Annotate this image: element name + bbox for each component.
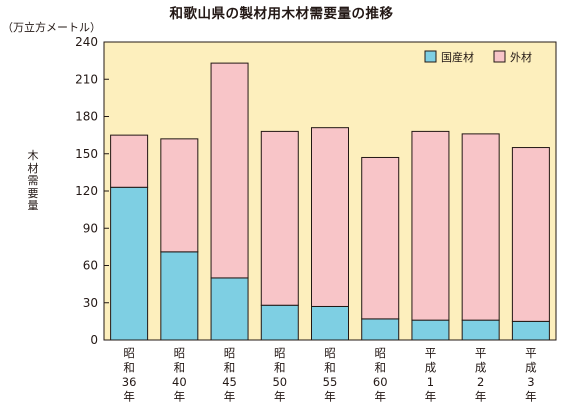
x-tick-label: 年 (324, 390, 336, 404)
legend-label: 国産材 (441, 50, 474, 64)
y-tick-label: 150 (75, 147, 98, 161)
y-axis-label: 木材需要量 (27, 149, 39, 212)
x-tick-label: 昭 (123, 346, 135, 360)
y-tick-label: 180 (75, 110, 98, 124)
x-tick-label: 年 (525, 390, 537, 404)
bar-imported (461, 133, 500, 321)
x-tick-label: 36 (122, 375, 137, 389)
bar-imported (160, 138, 199, 253)
bar-imported (411, 130, 450, 321)
x-tick-label: 40 (172, 375, 187, 389)
x-tick-label: 50 (272, 375, 287, 389)
x-tick-label: 昭 (174, 346, 186, 360)
y-tick-label: 240 (75, 35, 98, 49)
x-tick-label: 昭 (324, 346, 336, 360)
x-tick-label: 45 (222, 375, 237, 389)
y-tick-label: 0 (90, 333, 98, 347)
x-tick-label: 昭 (374, 346, 386, 360)
x-tick-label: 和 (224, 361, 236, 375)
unit-label: （万立方メートル） (2, 21, 101, 34)
bar-imported (511, 147, 550, 322)
bar-domestic (361, 318, 400, 341)
x-tick-label: 平 (425, 346, 437, 360)
x-tick-label: 和 (123, 361, 135, 375)
bar-imported (210, 62, 249, 279)
bar-domestic (210, 277, 249, 341)
x-tick-label: 和 (274, 361, 286, 375)
bar-domestic (311, 305, 349, 341)
chart-title: 和歌山県の製材用木材需要量の推移 (169, 6, 394, 22)
y-tick-label: 30 (83, 296, 98, 310)
bar-domestic (511, 320, 550, 341)
bar-imported (311, 127, 349, 307)
x-tick-label: 年 (224, 390, 236, 404)
y-tick-label: 210 (75, 72, 98, 86)
x-tick-label: 1 (427, 375, 434, 389)
x-tick-label: 昭 (224, 346, 236, 360)
bar-imported (361, 156, 400, 320)
x-tick-label: 和 (324, 361, 336, 375)
bar-imported (260, 130, 299, 306)
y-tick-label: 60 (83, 259, 98, 273)
bar-imported (110, 134, 149, 188)
x-tick-label: 2 (477, 375, 484, 389)
x-tick-label: 3 (527, 375, 534, 389)
bar-domestic (260, 304, 299, 341)
x-tick-label: 成 (475, 361, 487, 375)
x-tick-label: 成 (425, 361, 437, 375)
bar-domestic (411, 319, 450, 341)
legend-swatch-domestic (424, 50, 437, 63)
x-tick-label: 和 (174, 361, 186, 375)
x-tick-label: 平 (525, 346, 537, 360)
x-tick-label: 55 (323, 375, 338, 389)
x-tick-label: 年 (425, 390, 437, 404)
x-tick-label: 昭 (274, 346, 286, 360)
x-tick-label: 和 (374, 361, 386, 375)
bar-domestic (160, 251, 199, 341)
bar-domestic (461, 319, 500, 341)
y-tick-label: 90 (83, 221, 98, 235)
x-tick-label: 年 (475, 390, 487, 404)
x-tick-label: 年 (174, 390, 186, 404)
x-tick-label: 成 (525, 361, 537, 375)
x-tick-label: 年 (274, 390, 286, 404)
x-tick-label: 60 (373, 375, 388, 389)
x-tick-label: 平 (475, 346, 487, 360)
y-tick-label: 120 (75, 184, 98, 198)
legend-label: 外材 (510, 50, 532, 64)
bar-domestic (110, 186, 149, 341)
legend-swatch-imported (493, 50, 506, 63)
x-tick-label: 年 (123, 390, 135, 404)
x-tick-label: 年 (374, 390, 386, 404)
